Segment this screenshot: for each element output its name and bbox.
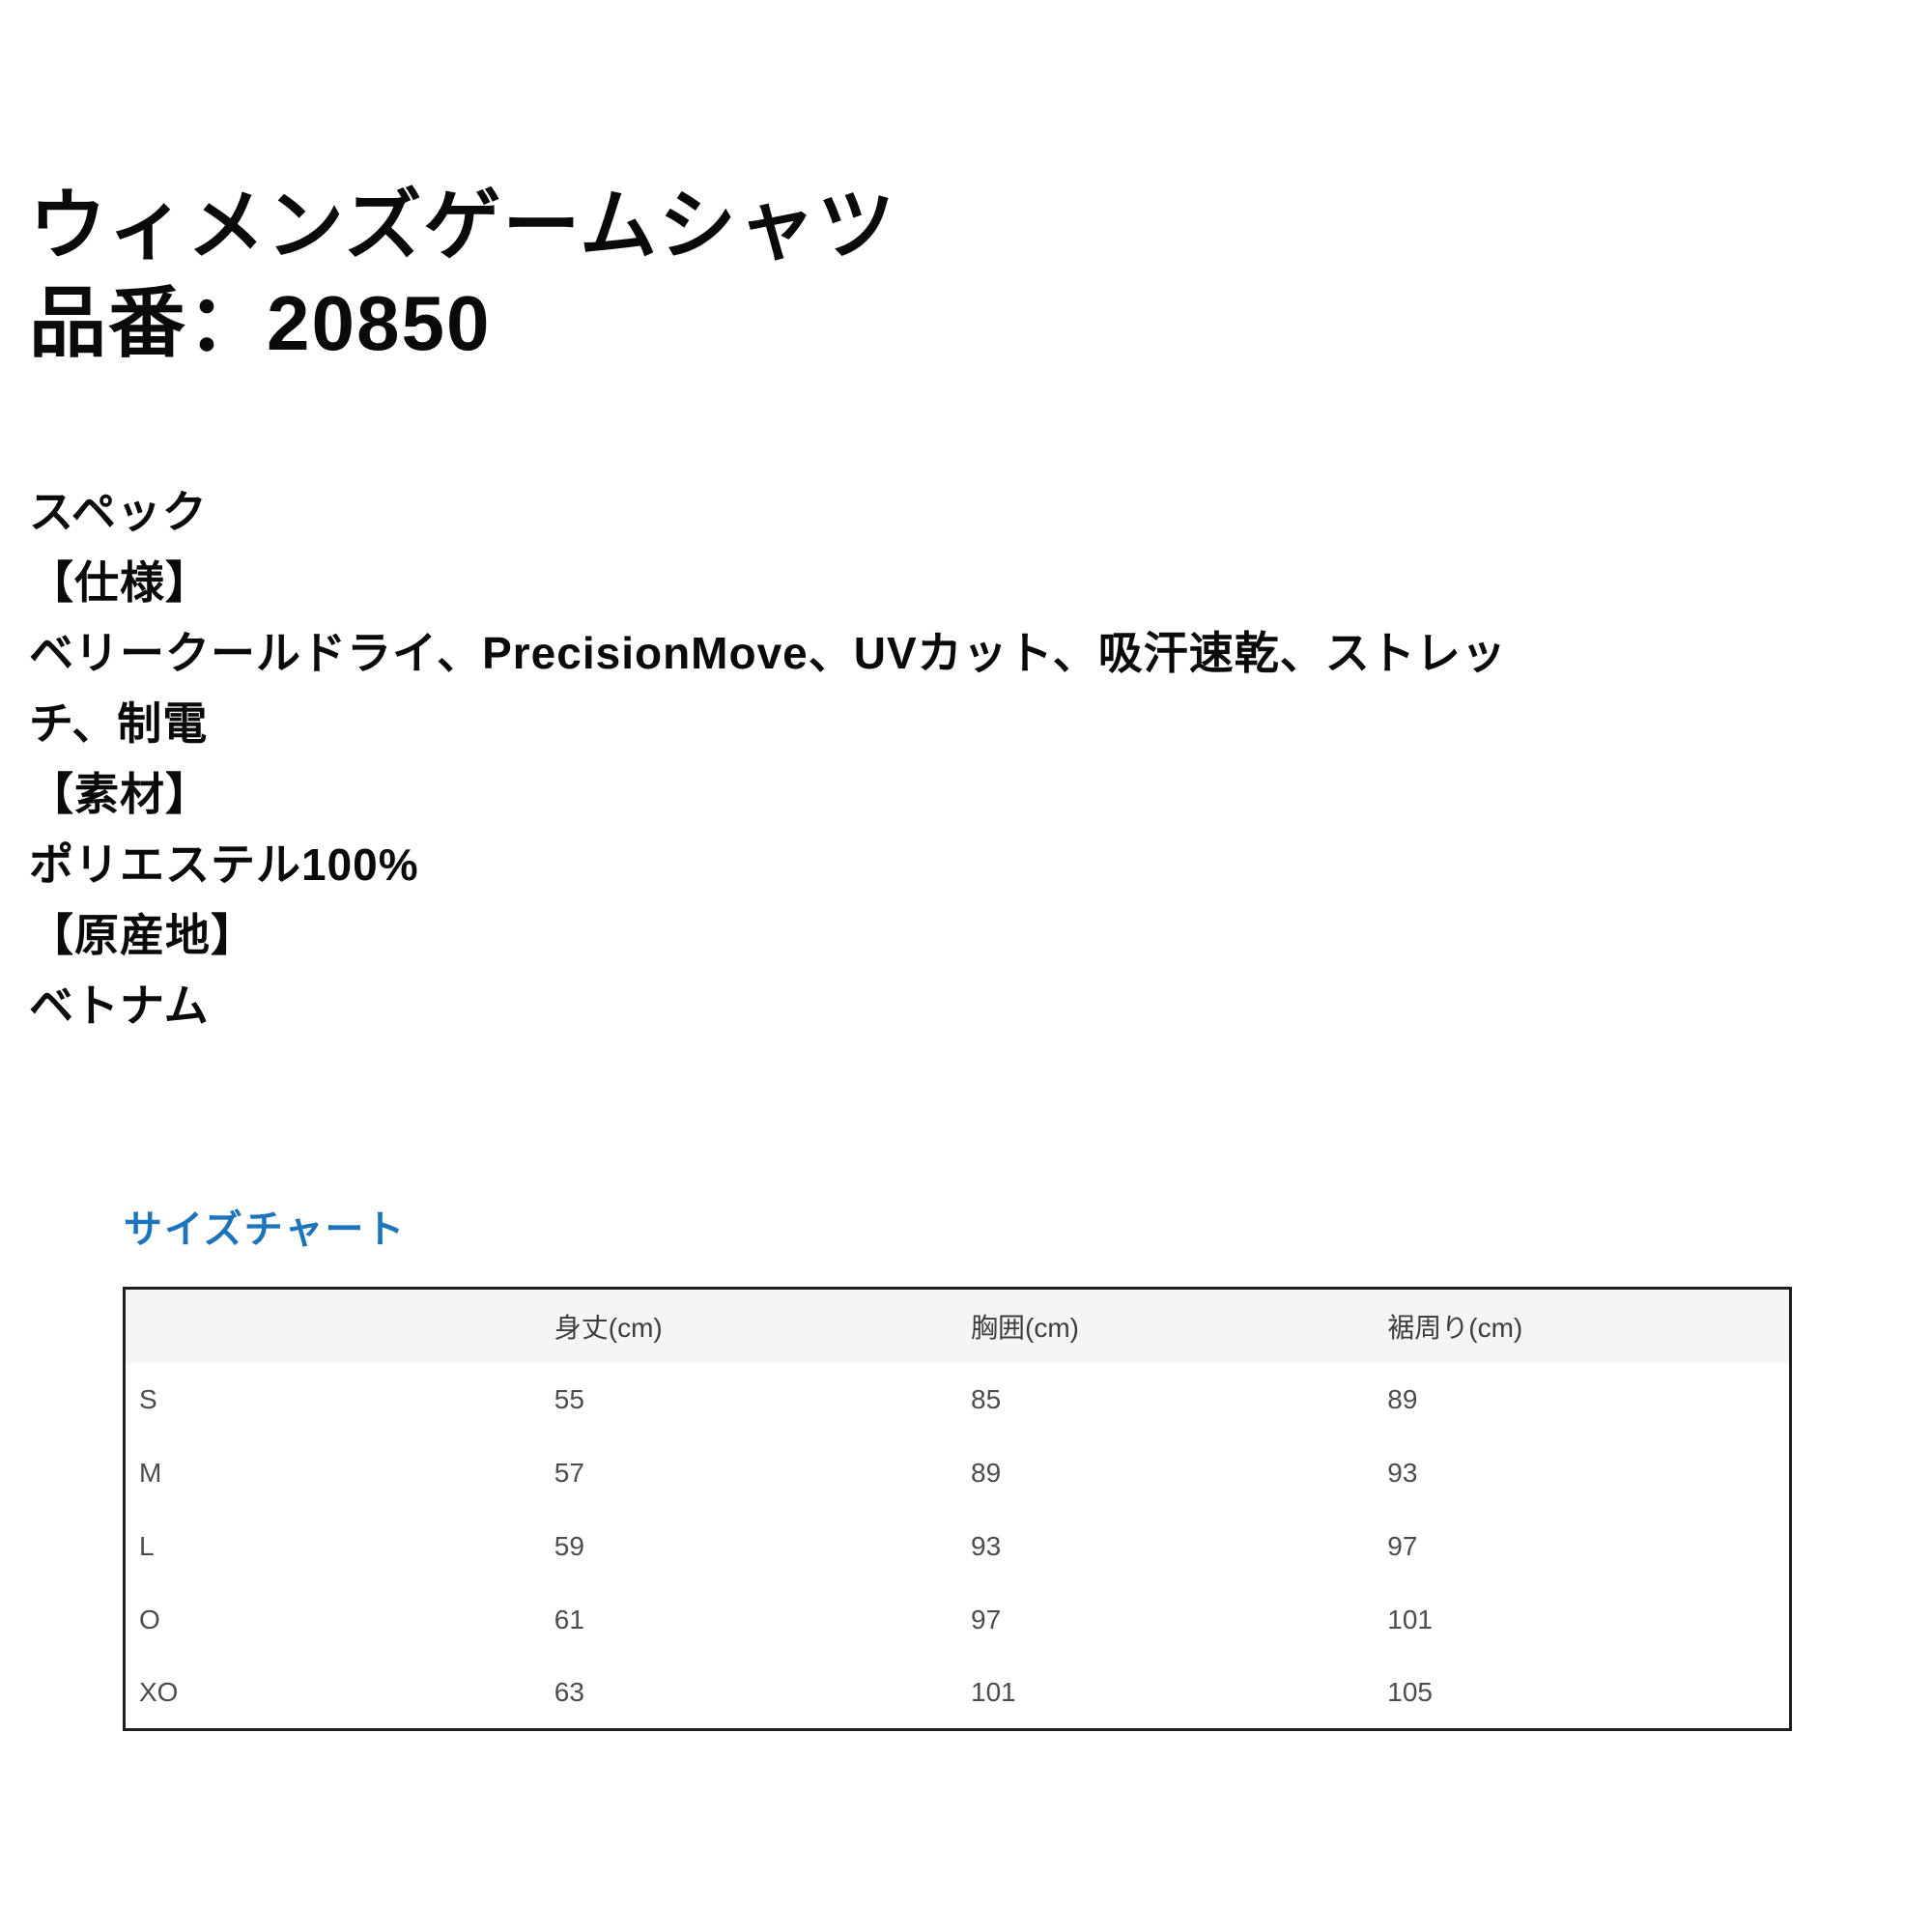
table-row: L 59 93 97 [124,1509,1791,1583]
header-row: 身丈(cm) 胸囲(cm) 裾周り(cm) [124,1288,1791,1363]
spec-label-origin: 【原産地】 [29,910,256,960]
spec-heading: スペック [29,487,208,537]
measurement-cell: 101 [971,1676,1016,1707]
size-label-cell: O [139,1604,160,1634]
measurement-cell: 93 [1387,1457,1418,1488]
measurement-cell: 63 [554,1676,584,1707]
product-name: ウィメンズゲームシャツ [29,183,896,269]
table-row: XO 63 101 105 [124,1656,1791,1730]
spec-features-line2: チ、制電 [29,698,209,749]
spec-label-features: 【仕様】 [29,557,211,608]
size-chart-table: 身丈(cm) 胸囲(cm) 裾周り(cm) S 55 85 89 M 57 89… [123,1287,1792,1731]
measurement-cell: 105 [1387,1676,1433,1707]
spec-features-line1: ベリークールドライ、PrecisionMove、UVカット、吸汗速乾、ストレッ [29,628,1507,678]
spec-section: スペック 【仕様】 ベリークールドライ、PrecisionMove、UVカット、… [29,477,1507,1041]
measurement-cell: 89 [1387,1383,1418,1414]
header-cell-chest: 胸囲(cm) [971,1312,1079,1343]
measurement-cell: 93 [971,1530,1002,1561]
measurement-cell: 59 [554,1530,584,1561]
measurement-cell: 57 [554,1457,584,1488]
size-chart-header: 身丈(cm) 胸囲(cm) 裾周り(cm) [124,1288,1791,1363]
measurement-cell: 89 [971,1457,1002,1488]
measurement-cell: 97 [971,1604,1002,1634]
size-label-cell: S [139,1383,157,1414]
size-label-cell: XO [139,1676,179,1707]
measurement-cell: 85 [971,1383,1002,1414]
table-row: O 61 97 101 [124,1582,1791,1657]
header-cell-body-length: 身丈(cm) [554,1312,663,1343]
size-chart-body: S 55 85 89 M 57 89 93 L 59 93 97 O 61 97… [124,1362,1791,1730]
product-number: 品番：20850 [29,279,492,366]
spec-material-value: ポリエステル100% [29,839,419,890]
header-cell-size [125,1289,541,1363]
spec-label-material: 【素材】 [29,769,211,819]
measurement-cell: 55 [554,1383,584,1414]
size-chart-heading: サイズチャート [124,1208,407,1251]
size-label-cell: L [139,1530,155,1561]
table-row: M 57 89 93 [124,1435,1791,1510]
measurement-cell: 101 [1387,1604,1433,1634]
size-label-cell: M [139,1457,162,1488]
measurement-cell: 97 [1387,1530,1418,1561]
spec-origin-value: ベトナム [29,980,210,1031]
page-title: ウィメンズゲームシャツ 品番：20850 [29,178,896,373]
table-row: S 55 85 89 [124,1362,1791,1436]
measurement-cell: 61 [554,1604,584,1634]
header-cell-hem: 裾周り(cm) [1387,1312,1523,1343]
